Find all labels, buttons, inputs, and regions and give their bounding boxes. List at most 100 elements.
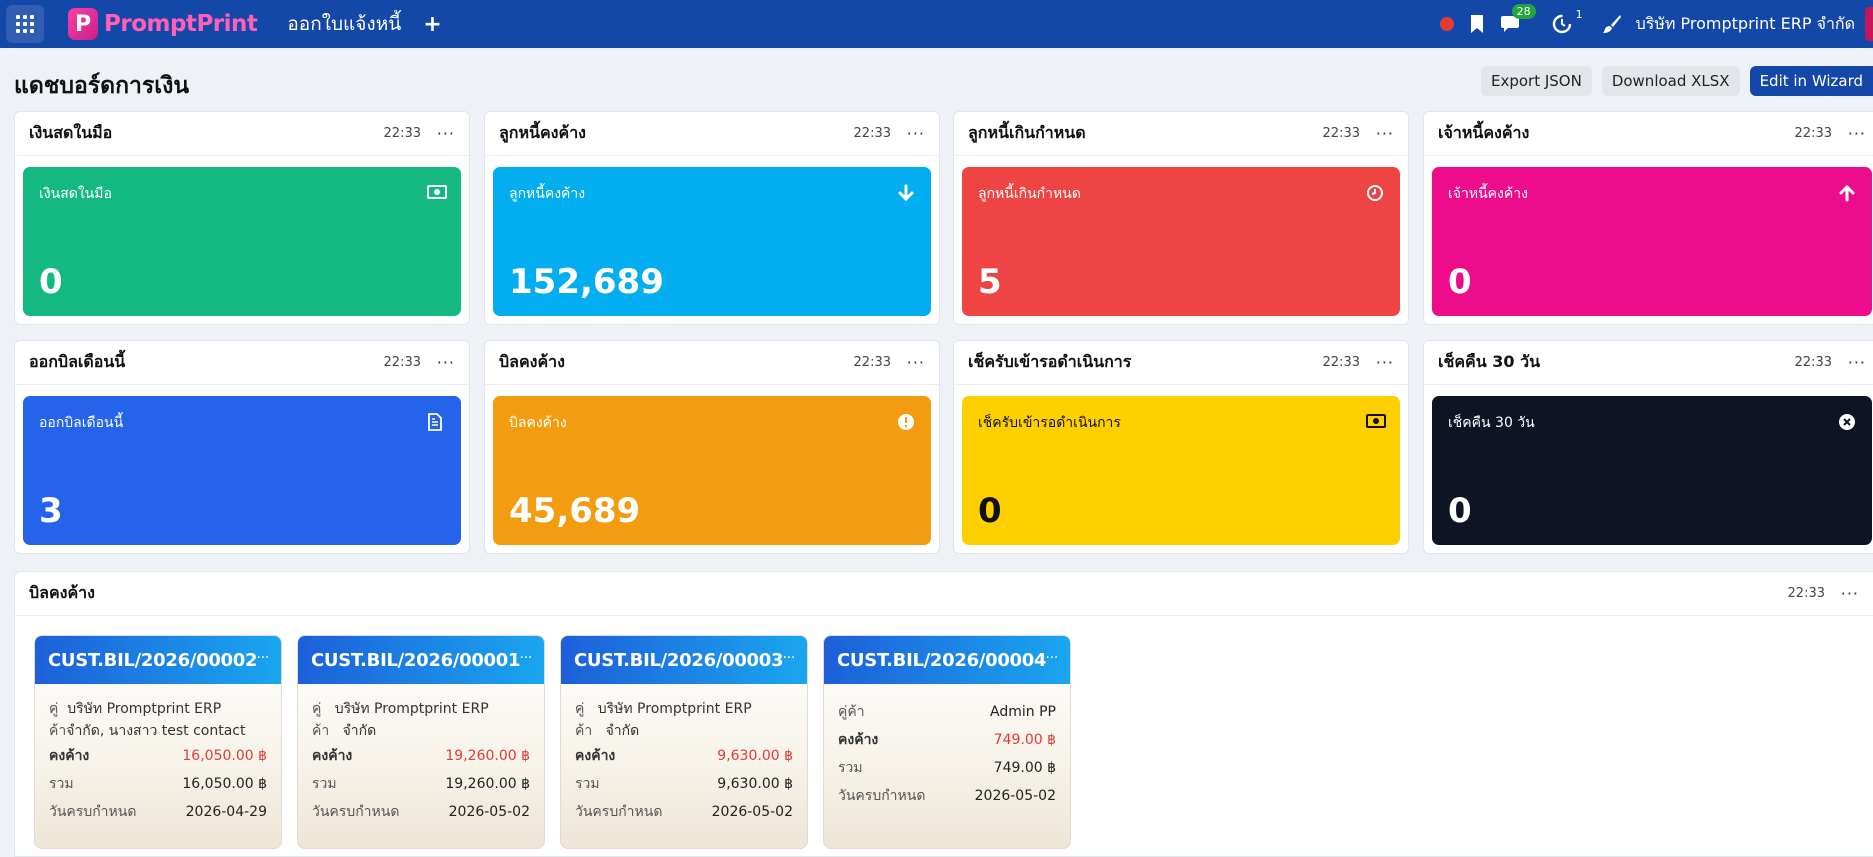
activity-clock-icon <box>1552 14 1571 34</box>
bill-more-button[interactable]: ··· <box>256 650 270 666</box>
widget-updated-time: 22:33 <box>853 126 891 141</box>
bill-number: CUST.BIL/2026/00003 <box>574 649 784 671</box>
kpi-widget: บิลคงค้าง 22:33 ··· บิลคงค้าง 45,689 <box>484 340 940 554</box>
brand-logo[interactable]: P PromptPrint <box>68 8 258 40</box>
kpi-widget: เช็ครับเข้ารอดำเนินการ 22:33 ··· เช็ครับเข้… <box>953 340 1409 554</box>
widget-updated-time: 22:33 <box>1787 586 1825 601</box>
bill-card[interactable]: CUST.BIL/2026/00001 ··· คู่ บริษัท Prompt… <box>297 635 545 849</box>
widget-updated-time: 22:33 <box>1794 355 1832 370</box>
kpi-value: 45,689 <box>509 491 641 531</box>
kpi-value: 5 <box>978 262 1002 302</box>
kpi-value: 0 <box>1448 262 1472 302</box>
x-circle-icon <box>1838 413 1856 431</box>
current-menu-title[interactable]: ออกใบแจ้งหนี้ <box>287 13 402 35</box>
bill-number: CUST.BIL/2026/00001 <box>311 649 521 671</box>
outstanding-label: คงค้าง <box>575 748 616 764</box>
kpi-widget: เจ้าหนี้คงค้าง 22:33 ··· เจ้าหนี้คงค้าง 0 <box>1423 111 1873 325</box>
due-date: 2026-05-02 <box>974 788 1056 804</box>
bill-more-button[interactable]: ··· <box>519 650 533 666</box>
widget-more-button[interactable]: ··· <box>906 353 925 372</box>
download-xlsx-button[interactable]: Download XLSX <box>1601 66 1740 96</box>
edit-in-wizard-button[interactable]: Edit in Wizard <box>1749 66 1873 96</box>
bill-card[interactable]: CUST.BIL/2026/00002 ··· คู่ บริษัท Prompt… <box>34 635 282 849</box>
due-date: 2026-05-02 <box>711 804 793 820</box>
kpi-label: ออกบิลเดือนนี้ <box>39 415 124 431</box>
paintbrush-icon[interactable] <box>1602 14 1622 34</box>
widget-updated-time: 22:33 <box>1322 126 1360 141</box>
kpi-card[interactable]: เงินสดในมือ 0 <box>23 167 461 316</box>
alert-icon <box>897 413 915 431</box>
bookmark-icon[interactable] <box>1470 15 1484 33</box>
arrow-up-icon <box>1838 184 1856 202</box>
apps-menu-button[interactable] <box>6 5 44 43</box>
clock-icon <box>1366 184 1384 202</box>
widget-more-button[interactable]: ··· <box>1847 353 1866 372</box>
widget-more-button[interactable]: ··· <box>1847 124 1866 143</box>
widget-title: บิลคงค้าง <box>499 352 565 371</box>
kpi-card[interactable]: เจ้าหนี้คงค้าง 0 <box>1432 167 1872 316</box>
widget-more-button[interactable]: ··· <box>436 124 455 143</box>
widget-more-button[interactable]: ··· <box>1840 584 1859 603</box>
total-amount: 749.00 ฿ <box>993 760 1056 776</box>
bill-more-button[interactable]: ··· <box>782 650 796 666</box>
outstanding-amount: 19,260.00 ฿ <box>445 748 530 764</box>
kpi-card[interactable]: ลูกหนี้เกินกำหนด 5 <box>962 167 1400 316</box>
widget-more-button[interactable]: ··· <box>906 124 925 143</box>
activity-button[interactable]: 1 <box>1552 8 1583 34</box>
due-date: 2026-04-29 <box>185 804 267 820</box>
export-json-button[interactable]: Export JSON <box>1480 66 1592 96</box>
kpi-card[interactable]: ออกบิลเดือนนี้ 3 <box>23 396 461 545</box>
kpi-widget: เงินสดในมือ 22:33 ··· เงินสดในมือ 0 <box>14 111 470 325</box>
kpi-card[interactable]: บิลคงค้าง 45,689 <box>493 396 931 545</box>
kpi-value: 152,689 <box>509 262 664 302</box>
kpi-label: เจ้าหนี้คงค้าง <box>1448 186 1528 202</box>
kpi-card[interactable]: เช็คคืน 30 วัน 0 <box>1432 396 1872 545</box>
arrow-down-icon <box>897 184 915 202</box>
outstanding-amount: 749.00 ฿ <box>993 732 1056 748</box>
user-avatar[interactable] <box>1865 7 1873 41</box>
bill-number: CUST.BIL/2026/00004 <box>837 649 1047 671</box>
new-record-button[interactable]: + <box>423 11 442 37</box>
company-switcher[interactable]: บริษัท Promptprint ERP จำกัด <box>1635 13 1855 33</box>
status-dot-icon[interactable] <box>1439 17 1454 31</box>
total-amount: 19,260.00 ฿ <box>445 776 530 792</box>
logo-mark-icon: P <box>68 8 98 40</box>
widget-updated-time: 22:33 <box>383 126 421 141</box>
activity-count: 1 <box>1575 8 1583 21</box>
total-amount: 16,050.00 ฿ <box>182 776 267 792</box>
widget-more-button[interactable]: ··· <box>436 353 455 372</box>
widget-title: เช็คคืน 30 วัน <box>1438 352 1540 371</box>
bill-number: CUST.BIL/2026/00002 <box>48 649 258 671</box>
messages-button[interactable]: 28 <box>1500 4 1536 34</box>
bill-card[interactable]: CUST.BIL/2026/00003 ··· คู่ บริษัท Prompt… <box>560 635 808 849</box>
kpi-value: 3 <box>39 491 63 531</box>
bill-card[interactable]: CUST.BIL/2026/00004 ··· คู่ค้า Admin PP คง… <box>823 635 1071 849</box>
widget-title: ลูกหนี้คงค้าง <box>499 123 586 142</box>
total-label: รวม <box>575 776 600 792</box>
kpi-label: เช็ครับเข้ารอดำเนินการ <box>978 415 1121 431</box>
due-date-label: วันครบกำหนด <box>49 804 137 820</box>
outstanding-label: คงค้าง <box>312 748 353 764</box>
widget-updated-time: 22:33 <box>383 355 421 370</box>
kpi-label: เช็คคืน 30 วัน <box>1448 415 1535 431</box>
widget-title: เจ้าหนี้คงค้าง <box>1438 123 1530 142</box>
brand-name: PromptPrint <box>104 11 258 37</box>
widget-more-button[interactable]: ··· <box>1375 353 1394 372</box>
kpi-card[interactable]: เช็ครับเข้ารอดำเนินการ 0 <box>962 396 1400 545</box>
document-icon <box>427 413 445 431</box>
outstanding-amount: 16,050.00 ฿ <box>182 748 267 764</box>
bill-customer: Admin PP <box>990 704 1056 720</box>
kpi-label: ลูกหนี้เกินกำหนด <box>978 186 1081 202</box>
widget-title: เช็ครับเข้ารอดำเนินการ <box>968 352 1132 371</box>
kpi-card[interactable]: ลูกหนี้คงค้าง 152,689 <box>493 167 931 316</box>
kpi-value: 0 <box>1448 491 1472 531</box>
kpi-label: เงินสดในมือ <box>39 186 112 202</box>
bill-more-button[interactable]: ··· <box>1045 650 1059 666</box>
widget-title: บิลคงค้าง <box>29 583 95 602</box>
banknote-icon <box>427 184 447 202</box>
kpi-value: 0 <box>39 262 63 302</box>
widget-more-button[interactable]: ··· <box>1375 124 1394 143</box>
outstanding-bills-widget: บิลคงค้าง 22:33 ··· CUST.BIL/2026/00002 ·… <box>14 571 1873 857</box>
widget-updated-time: 22:33 <box>1322 355 1360 370</box>
outstanding-label: คงค้าง <box>838 732 879 748</box>
